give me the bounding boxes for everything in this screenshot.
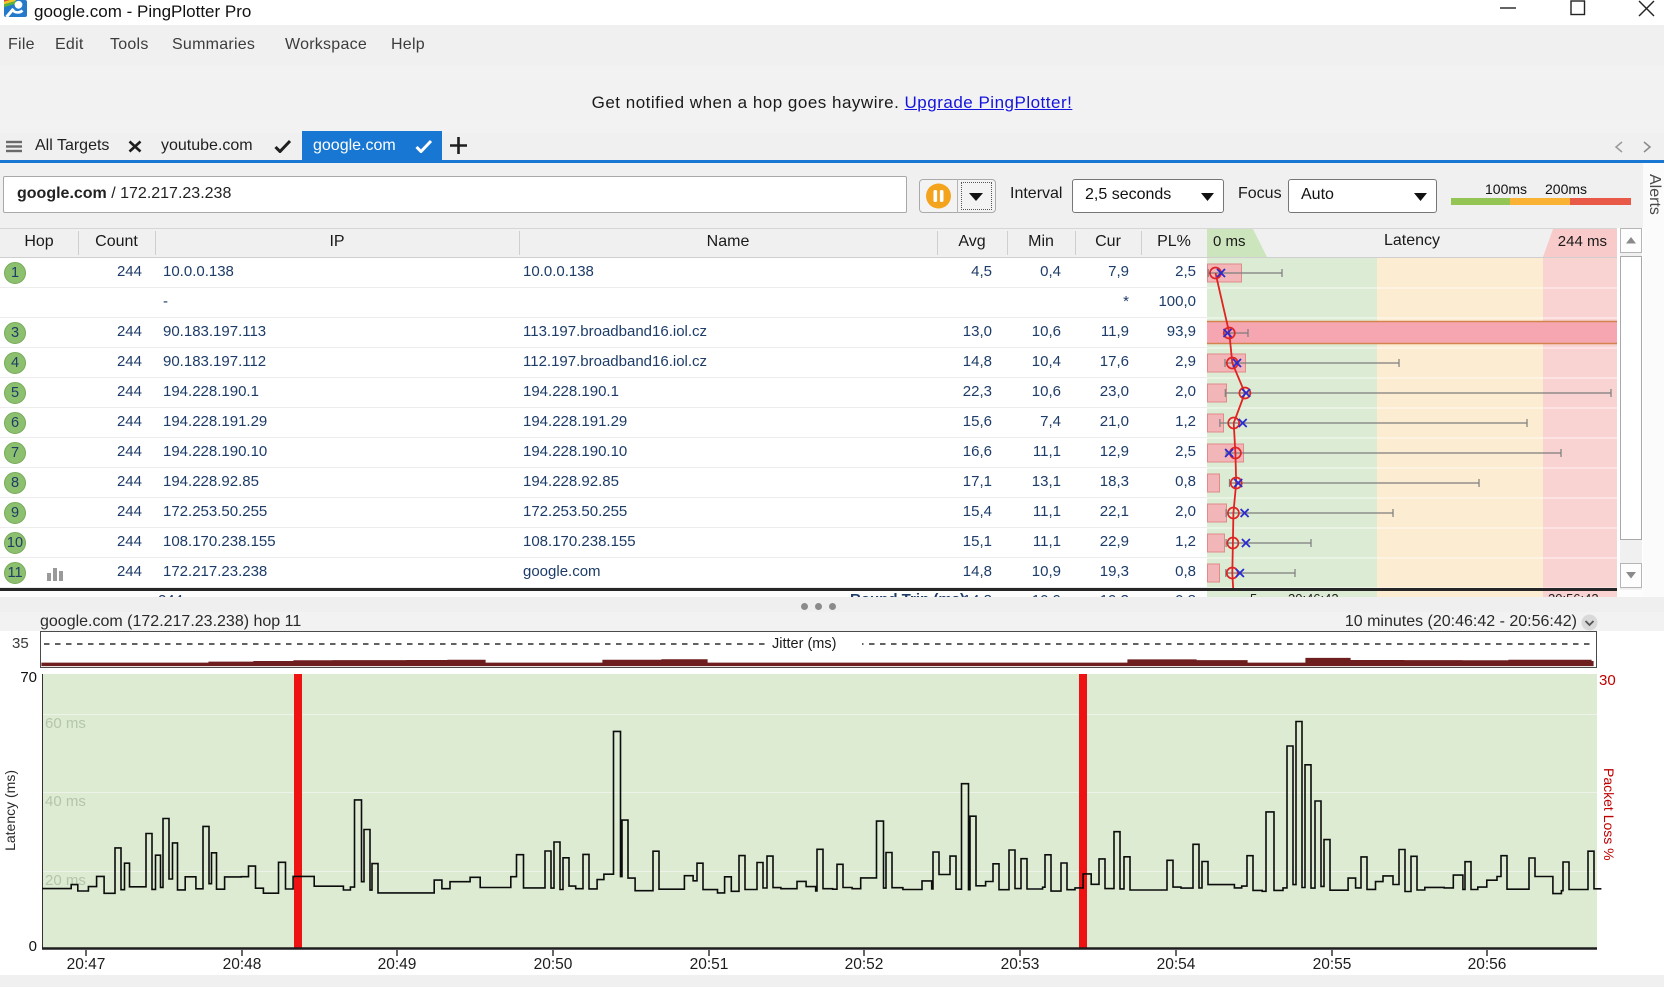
svg-text:20:47: 20:47: [67, 956, 106, 973]
svg-text:20:52: 20:52: [845, 956, 884, 973]
svg-text:20:53: 20:53: [1001, 956, 1040, 973]
svg-text:20:49: 20:49: [378, 956, 417, 973]
svg-text:20:50: 20:50: [534, 956, 573, 973]
svg-text:20:56: 20:56: [1468, 956, 1507, 973]
svg-text:20:54: 20:54: [1157, 956, 1196, 973]
svg-text:20:55: 20:55: [1313, 956, 1352, 973]
svg-text:20:51: 20:51: [690, 956, 729, 973]
svg-text:20:48: 20:48: [223, 956, 262, 973]
